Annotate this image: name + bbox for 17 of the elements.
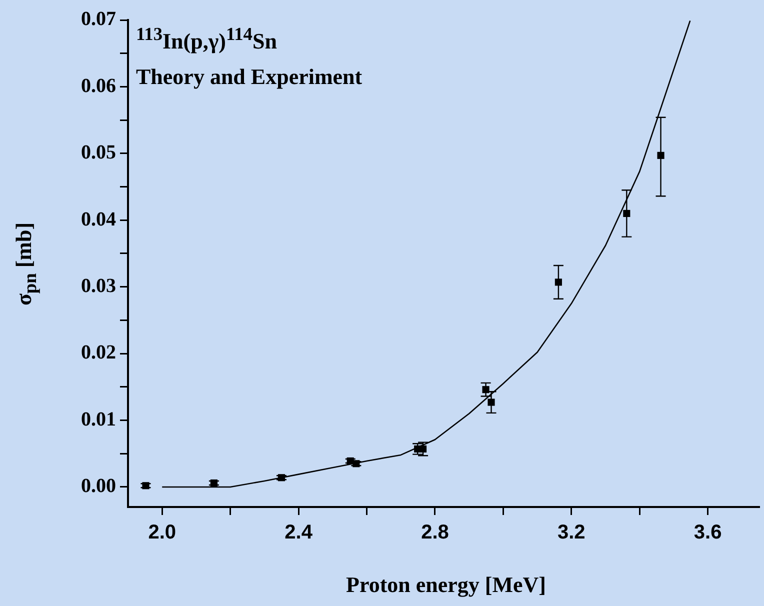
annotation: Theory and Experiment [136,64,362,90]
x-tick-label: 3.6 [694,522,722,544]
y-tick-label: 0.00 [81,475,116,498]
x-axis-title: Proton energy [MeV] [345,572,547,598]
y-tick-label: 0.05 [81,142,116,164]
annotation: $^{113}$In(p,γ)$^{114}$Sn [136,24,277,54]
point [488,398,495,406]
y-tick-label: 0.03 [81,275,116,298]
y-tick-label: 0.04 [81,208,116,230]
y-tick-label: 0.02 [81,342,116,364]
y-tick-label: 0.06 [81,74,116,97]
y-tick-label: 0.01 [81,408,116,430]
x-tick-label: 3.2 [558,522,586,544]
x-tick-label: 2.0 [148,522,176,544]
x-tick-label: 2.8 [421,522,449,544]
y-tick-label: 0.07 [81,8,116,30]
x-tick-label: 2.4 [284,522,314,544]
